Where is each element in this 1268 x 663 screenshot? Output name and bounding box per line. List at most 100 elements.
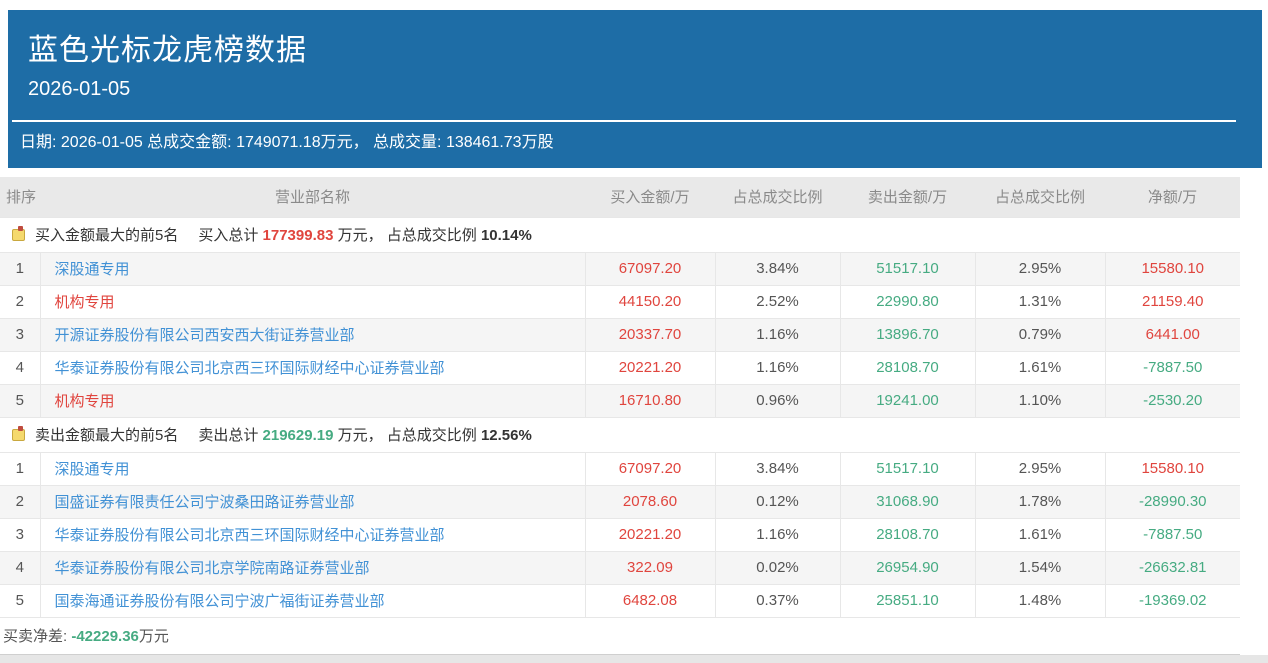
sell-amount-cell: 28108.70 bbox=[839, 351, 975, 385]
sell-amount-cell: 19241.00 bbox=[839, 384, 975, 418]
buy-section-label: 买入金额最大的前5名 bbox=[35, 227, 179, 244]
sell-amount-cell: 13896.70 bbox=[839, 318, 975, 352]
sell-section-label: 卖出金额最大的前5名 bbox=[35, 427, 179, 444]
branch-name-link[interactable]: 机构专用 bbox=[39, 285, 585, 319]
sell-ratio-cell: 2.95% bbox=[974, 452, 1105, 486]
buy-ratio-cell: 0.96% bbox=[714, 384, 840, 418]
net-difference-value: -42229.36 bbox=[71, 627, 139, 645]
buy-amount-cell: 20221.20 bbox=[584, 351, 715, 385]
buy-amount-cell: 44150.20 bbox=[584, 285, 715, 319]
buy-ratio-cell: 2.52% bbox=[714, 285, 840, 319]
table-row: 3 华泰证券股份有限公司北京西三环国际财经中心证券营业部 20221.20 1.16%… bbox=[0, 518, 1240, 552]
table-body: 买入金额最大的前5名 买入总计 177399.83 万元， 占总成交比例 10.1… bbox=[0, 216, 1240, 618]
net-amount-cell: -28990.30 bbox=[1104, 485, 1240, 519]
table-row: 2 国盛证券有限责任公司宁波桑田路证券营业部 2078.60 0.12% 31068.9… bbox=[0, 485, 1240, 519]
buy-ratio-cell: 3.84% bbox=[714, 252, 840, 286]
sell-ratio-cell: 1.10% bbox=[974, 384, 1105, 418]
buy-amount-cell: 2078.60 bbox=[584, 485, 715, 519]
buy-ratio-cell: 1.16% bbox=[714, 318, 840, 352]
summary-bar: 日期: 2026-01-05 总成交金额: 1749071.18万元， 总成交量… bbox=[20, 134, 554, 151]
sell-amount-cell: 51517.10 bbox=[839, 452, 975, 486]
sell-amount-cell: 51517.10 bbox=[839, 252, 975, 286]
sell-amount-cell: 25851.10 bbox=[839, 584, 975, 618]
buy-amount-cell: 16710.80 bbox=[584, 384, 715, 418]
buy-total-unit: 万元， 占总成交比例 bbox=[333, 227, 481, 244]
branch-name-link[interactable]: 华泰证券股份有限公司北京西三环国际财经中心证券营业部 bbox=[39, 351, 585, 385]
col-buy-amount: 买入金额/万 bbox=[585, 177, 715, 217]
branch-name-link[interactable]: 华泰证券股份有限公司北京西三环国际财经中心证券营业部 bbox=[39, 518, 585, 552]
col-buy-ratio: 占总成交比例 bbox=[715, 177, 840, 217]
sell-total-unit: 万元， 占总成交比例 bbox=[333, 427, 481, 444]
header-date: 2026-01-05 bbox=[28, 78, 131, 100]
buy-ratio-cell: 0.02% bbox=[714, 551, 840, 585]
sell-ratio-cell: 2.95% bbox=[974, 252, 1105, 286]
net-difference-label: 买卖净差: bbox=[3, 627, 72, 645]
lhb-table: 排序 营业部名称 买入金额/万 占总成交比例 卖出金额/万 占总成交比例 净额/… bbox=[0, 177, 1240, 618]
buy-total-prefix: 买入总计 bbox=[198, 227, 263, 244]
net-amount-cell: 6441.00 bbox=[1104, 318, 1240, 352]
note-icon bbox=[12, 226, 25, 241]
table-row: 4 华泰证券股份有限公司北京西三环国际财经中心证券营业部 20221.20 1.16%… bbox=[0, 351, 1240, 385]
sell-ratio-cell: 1.61% bbox=[974, 518, 1105, 552]
branch-name-link[interactable]: 深股通专用 bbox=[39, 252, 585, 286]
table-row: 5 机构专用 16710.80 0.96% 19241.00 1.10% -2530.20 bbox=[0, 384, 1240, 418]
buy-amount-cell: 67097.20 bbox=[584, 452, 715, 486]
header-divider bbox=[12, 120, 1236, 122]
table-header-row: 排序 营业部名称 买入金额/万 占总成交比例 卖出金额/万 占总成交比例 净额/… bbox=[0, 177, 1240, 217]
branch-name-link[interactable]: 国泰海通证券股份有限公司宁波广福街证券营业部 bbox=[39, 584, 585, 618]
sell-total-value: 219629.19 bbox=[262, 427, 334, 444]
net-amount-cell: 15580.10 bbox=[1104, 452, 1240, 486]
net-difference-unit: 万元 bbox=[138, 627, 169, 645]
branch-name-link[interactable]: 机构专用 bbox=[39, 384, 585, 418]
net-amount-cell: -19369.02 bbox=[1104, 584, 1240, 618]
net-amount-cell: -26632.81 bbox=[1104, 551, 1240, 585]
rank-cell: 3 bbox=[0, 318, 40, 352]
buy-ratio-cell: 0.37% bbox=[714, 584, 840, 618]
buy-ratio-value: 10.14% bbox=[480, 227, 532, 244]
rank-cell: 5 bbox=[0, 384, 40, 418]
rank-cell: 2 bbox=[0, 485, 40, 519]
net-amount-cell: 21159.40 bbox=[1104, 285, 1240, 319]
note-icon bbox=[12, 426, 25, 441]
table-row: 1 深股通专用 67097.20 3.84% 51517.10 2.95% 15580.10 bbox=[0, 452, 1240, 486]
sell-amount-cell: 26954.90 bbox=[839, 551, 975, 585]
buy-ratio-cell: 1.16% bbox=[714, 518, 840, 552]
net-amount-cell: -2530.20 bbox=[1104, 384, 1240, 418]
branch-name-link[interactable]: 华泰证券股份有限公司北京学院南路证券营业部 bbox=[39, 551, 585, 585]
rank-cell: 2 bbox=[0, 285, 40, 319]
buy-amount-cell: 20337.70 bbox=[584, 318, 715, 352]
sell-ratio-value: 12.56% bbox=[480, 427, 532, 444]
buy-amount-cell: 6482.08 bbox=[584, 584, 715, 618]
col-branch-name: 营业部名称 bbox=[40, 177, 585, 217]
sell-ratio-cell: 1.48% bbox=[974, 584, 1105, 618]
table-row: 5 国泰海通证券股份有限公司宁波广福街证券营业部 6482.08 0.37% 25851… bbox=[0, 584, 1240, 618]
col-sell-ratio: 占总成交比例 bbox=[975, 177, 1105, 217]
sell-amount-cell: 22990.80 bbox=[839, 285, 975, 319]
branch-name-link[interactable]: 国盛证券有限责任公司宁波桑田路证券营业部 bbox=[39, 485, 585, 519]
col-net-amount: 净额/万 bbox=[1105, 177, 1240, 217]
sell-section-header: 卖出金额最大的前5名 卖出总计 219629.19 万元， 占总成交比例 12.5… bbox=[0, 416, 1240, 453]
rank-cell: 1 bbox=[0, 452, 40, 486]
sell-section-summary: 卖出金额最大的前5名 卖出总计 219629.19 万元， 占总成交比例 12.5… bbox=[0, 416, 1240, 453]
sell-amount-cell: 31068.90 bbox=[839, 485, 975, 519]
buy-ratio-cell: 3.84% bbox=[714, 452, 840, 486]
col-sell-amount: 卖出金额/万 bbox=[840, 177, 975, 217]
buy-total-value: 177399.83 bbox=[262, 227, 334, 244]
buy-amount-cell: 67097.20 bbox=[584, 252, 715, 286]
buy-amount-cell: 20221.20 bbox=[584, 518, 715, 552]
buy-amount-cell: 322.09 bbox=[584, 551, 715, 585]
header-panel: 蓝色光标龙虎榜数据 2026-01-05 日期: 2026-01-05 总成交金… bbox=[8, 10, 1262, 168]
branch-name-link[interactable]: 开源证券股份有限公司西安西大街证券营业部 bbox=[39, 318, 585, 352]
net-amount-cell: -7887.50 bbox=[1104, 518, 1240, 552]
table-row: 4 华泰证券股份有限公司北京学院南路证券营业部 322.09 0.02% 26954.9… bbox=[0, 551, 1240, 585]
table-row: 1 深股通专用 67097.20 3.84% 51517.10 2.95% 15580.10 bbox=[0, 252, 1240, 286]
rank-cell: 1 bbox=[0, 252, 40, 286]
rank-cell: 3 bbox=[0, 518, 40, 552]
buy-section-summary: 买入金额最大的前5名 买入总计 177399.83 万元， 占总成交比例 10.1… bbox=[0, 216, 1240, 253]
net-difference: 买卖净差: -42229.36万元 bbox=[0, 618, 1240, 655]
branch-name-link[interactable]: 深股通专用 bbox=[39, 452, 585, 486]
net-amount-cell: -7887.50 bbox=[1104, 351, 1240, 385]
sell-ratio-cell: 1.61% bbox=[974, 351, 1105, 385]
page-bottom-strip bbox=[0, 654, 1268, 663]
buy-section-header: 买入金额最大的前5名 买入总计 177399.83 万元， 占总成交比例 10.1… bbox=[0, 216, 1240, 253]
